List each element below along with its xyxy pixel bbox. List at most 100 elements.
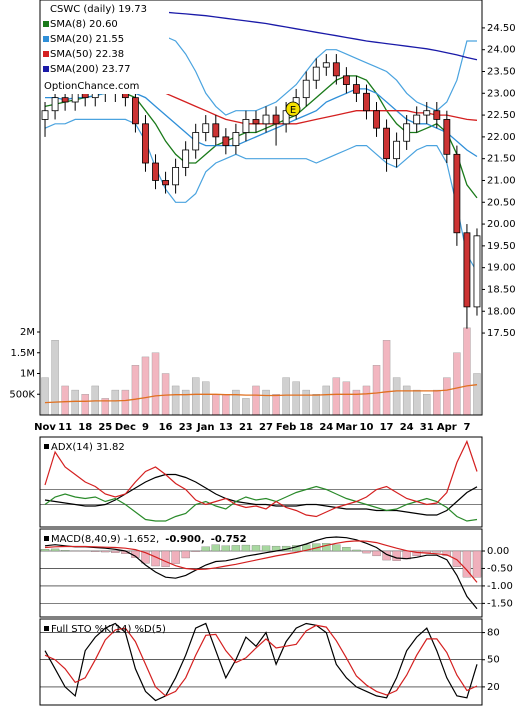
candle-body [394, 141, 400, 158]
volume-bar [473, 374, 480, 416]
candle-body [404, 124, 410, 141]
volume-bar [252, 386, 259, 415]
y-tick-label: 23.50 [487, 66, 516, 77]
volume-bar [293, 382, 300, 415]
candle-body [273, 115, 279, 124]
candle-body [323, 63, 329, 67]
histogram-bar [162, 551, 170, 567]
histogram-bar [362, 551, 370, 553]
x-tick-label: 21 [239, 422, 253, 433]
histogram-bar [373, 551, 381, 556]
candle-body [132, 98, 138, 124]
volume-bar [323, 386, 330, 415]
legend-label: -0.900, [165, 534, 205, 545]
histogram-bar [262, 546, 270, 551]
x-tick-label: 17 [380, 422, 394, 433]
x-tick-label: Mar [336, 422, 358, 433]
candle-body [343, 76, 349, 85]
candle-body [183, 150, 189, 167]
y-tick-label: 21.50 [487, 154, 516, 165]
legend-label: Full STO %K(14) %D(5) [51, 624, 166, 635]
histogram-bar [352, 550, 360, 551]
y-tick-label: 19.00 [487, 263, 516, 274]
volume-bar [152, 353, 159, 415]
histogram-bar [61, 550, 69, 551]
legend-label: ADX(14) 31.82 [51, 442, 125, 453]
candle-body [374, 111, 380, 128]
histogram-bar [91, 551, 99, 552]
candle-body [72, 93, 78, 102]
volume-bar [142, 357, 149, 415]
legend-swatch [44, 444, 49, 449]
volume-bar [433, 390, 440, 415]
x-tick-label: 25 [98, 422, 112, 433]
y2-tick-label: 1M [20, 369, 35, 380]
volume-bar [363, 386, 370, 415]
candle-body [213, 124, 219, 137]
candle-body [42, 111, 48, 120]
candle-body [223, 137, 229, 146]
volume-bar [202, 382, 209, 415]
y2-tick-label: 2M [20, 327, 35, 338]
histogram-bar [51, 549, 59, 551]
candle-body [414, 115, 420, 124]
y-tick-label: 23.00 [487, 88, 516, 99]
y-tick-label: 20 [487, 682, 500, 693]
volume-bar [182, 390, 189, 415]
candle-body [243, 119, 249, 132]
candle-body [353, 85, 359, 94]
legend-label: -0.752 [211, 534, 247, 545]
histogram-bar [202, 547, 210, 551]
histogram-bar [242, 545, 250, 551]
x-tick-label: 9 [142, 422, 149, 433]
volume-bar [112, 390, 119, 415]
volume-bar [313, 394, 320, 415]
candle-body [263, 115, 269, 124]
x-tick-label: 27 [259, 422, 273, 433]
x-tick-label: 10 [360, 422, 374, 433]
volume-bar [212, 394, 219, 415]
y-tick-label: 17.50 [487, 328, 516, 339]
legend-title: CSWC (daily) 19.73 [50, 4, 147, 15]
x-tick-label: 31 [420, 422, 434, 433]
histogram-bar [332, 545, 340, 551]
legend-swatch [43, 66, 49, 72]
watermark: OptionChance.com [44, 81, 139, 92]
volume-bar [283, 378, 290, 415]
x-tick-label: 24 [400, 422, 414, 433]
candle-body [193, 133, 199, 150]
legend-label: SMA(20) 21.55 [50, 34, 124, 45]
legend-label: MACD(8,40,9) -1.652, [51, 534, 159, 545]
candle-body [313, 67, 319, 80]
y-tick-label: 19.50 [487, 241, 516, 252]
y-tick-label: 80 [487, 628, 500, 639]
histogram-bar [222, 546, 230, 551]
histogram-bar [393, 551, 401, 561]
candle-body [163, 180, 169, 184]
candle-body [384, 128, 390, 159]
volume-bar [172, 386, 179, 415]
volume-bar [373, 365, 380, 415]
histogram-bar [232, 545, 240, 551]
histogram-bar [182, 551, 190, 558]
legend-label: SMA(200) 23.77 [50, 64, 131, 75]
histogram-bar [252, 545, 260, 551]
x-tick-label: Nov [34, 422, 56, 433]
y-tick-label: -0.50 [487, 563, 513, 574]
y-tick-label: 0.00 [487, 546, 509, 557]
volume-bar [333, 378, 340, 415]
y2-tick-label: 1.5M [10, 348, 35, 359]
volume-bar [242, 398, 249, 415]
candle-body [363, 93, 369, 110]
candle-body [62, 98, 68, 102]
y-tick-label: 24.00 [487, 45, 516, 56]
volume-bar [62, 386, 69, 415]
candle-body [203, 124, 209, 133]
x-tick-label: 11 [58, 422, 72, 433]
y-tick-label: 20.50 [487, 197, 516, 208]
histogram-bar [212, 545, 220, 551]
histogram-bar [473, 551, 481, 577]
histogram-bar [192, 551, 200, 552]
histogram-bar [342, 547, 350, 551]
candle-body [333, 63, 339, 76]
